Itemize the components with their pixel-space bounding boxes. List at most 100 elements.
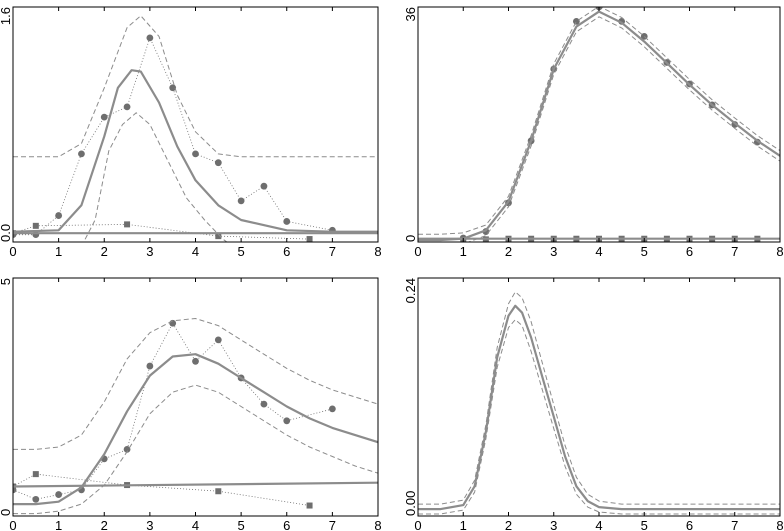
x-tick-label: 8 — [374, 518, 381, 531]
x-tick-label: 6 — [686, 518, 693, 531]
data-point — [55, 212, 63, 219]
series-band-lower — [83, 112, 228, 242]
series-0-connector — [13, 322, 333, 500]
data-point — [237, 197, 245, 205]
x-tick-label: 1 — [460, 518, 467, 531]
plot-area — [13, 318, 378, 515]
x-tick-label: 2 — [505, 244, 512, 259]
chart-top-right: 0 1 2 3 4 5 6 7 8 0 36 — [403, 6, 784, 259]
chart-top-left: 0 1 2 3 4 5 6 7 8 0.0 1.6 — [0, 6, 382, 259]
x-tick-label: 6 — [283, 518, 290, 531]
x-tick-label: 4 — [595, 518, 602, 531]
x-tick-label: 1 — [55, 244, 62, 259]
x-tick-label: 3 — [146, 518, 153, 531]
data-point-square — [215, 488, 222, 495]
series-fit — [13, 353, 378, 506]
data-point — [192, 150, 199, 158]
x-tick-label: 0 — [9, 244, 16, 259]
x-tick-label: 2 — [101, 244, 108, 259]
data-point — [55, 491, 63, 498]
x-tick-label: 3 — [146, 244, 153, 259]
x-tick-label: 1 — [55, 518, 62, 531]
x-tick-label: 7 — [731, 244, 738, 259]
data-point-square — [306, 236, 313, 242]
y-tick-label: 0.24 — [403, 278, 418, 303]
data-point — [78, 150, 85, 158]
series-band-upper — [418, 291, 780, 505]
y-tick-label: 5 — [0, 278, 13, 285]
axes-frame — [12, 6, 379, 243]
data-point — [192, 357, 199, 365]
x-tick-label: 8 — [374, 244, 381, 259]
data-point — [214, 159, 222, 167]
data-point — [146, 34, 154, 42]
x-tick-label: 7 — [329, 518, 336, 531]
chart-bottom-right: 0 1 2 3 4 5 6 7 8 0.00 0.24 — [403, 277, 784, 531]
series-band-lower — [418, 319, 780, 515]
x-tick-label: 2 — [101, 518, 108, 531]
series-band-upper — [13, 15, 378, 158]
series-1-connector — [13, 223, 310, 240]
series-band-lower — [13, 384, 378, 515]
series-band-upper — [13, 318, 378, 450]
x-tick-label: 4 — [192, 244, 199, 259]
y-tick-label: 0 — [0, 509, 13, 516]
axes-frame — [417, 6, 781, 243]
x-tick-label: 5 — [238, 244, 245, 259]
data-point — [260, 182, 268, 190]
x-tick-label: 2 — [505, 518, 512, 531]
series-fit — [13, 69, 378, 233]
y-tick-label: 0.0 — [0, 224, 13, 242]
plot-area — [13, 15, 378, 242]
data-point-square — [306, 502, 313, 509]
series-band-upper — [418, 7, 780, 235]
y-tick-label: 1.6 — [0, 7, 13, 25]
x-tick-label: 7 — [329, 244, 336, 259]
x-tick-label: 4 — [192, 518, 199, 531]
data-point — [283, 218, 291, 225]
axes-frame — [417, 277, 781, 517]
x-tick-label: 0 — [414, 518, 421, 531]
x-tick-label: 0 — [9, 518, 16, 531]
x-tick-label: 0 — [414, 244, 421, 259]
x-tick-label: 5 — [238, 518, 245, 531]
plot-area — [418, 291, 780, 515]
data-point — [100, 113, 108, 121]
x-tick-label: 5 — [641, 518, 648, 531]
series-fit — [418, 304, 780, 511]
series-fit-flat — [13, 481, 378, 488]
data-point-square — [215, 233, 222, 240]
data-point — [123, 103, 131, 111]
y-tick-label: 36 — [403, 7, 418, 21]
x-tick-label: 7 — [731, 518, 738, 531]
data-point — [572, 17, 580, 25]
data-point-square — [124, 221, 131, 228]
chart-bottom-left: 0 1 2 3 4 5 6 7 8 0 5 — [0, 277, 382, 531]
x-tick-label: 1 — [460, 244, 467, 259]
data-point — [283, 417, 291, 425]
x-tick-label: 6 — [283, 244, 290, 259]
series-fit — [418, 10, 780, 242]
x-tick-label: 5 — [641, 244, 648, 259]
data-point — [123, 445, 131, 453]
data-point — [146, 362, 154, 370]
y-tick-label: 0.00 — [403, 491, 418, 516]
data-point — [214, 336, 222, 344]
data-point — [32, 495, 40, 503]
x-tick-label: 3 — [550, 244, 557, 259]
axes-frame — [12, 277, 379, 517]
x-tick-label: 8 — [776, 518, 783, 531]
x-tick-label: 3 — [550, 518, 557, 531]
data-point-square — [32, 471, 39, 478]
plot-area — [418, 7, 780, 242]
series-0-connector — [13, 36, 333, 236]
x-tick-label: 8 — [776, 244, 783, 259]
x-tick-label: 4 — [595, 244, 602, 259]
y-tick-label: 0 — [403, 235, 418, 242]
data-point — [169, 84, 177, 92]
data-point-square — [32, 222, 39, 229]
x-tick-label: 6 — [686, 244, 693, 259]
data-point — [328, 405, 336, 413]
data-point — [260, 400, 268, 408]
